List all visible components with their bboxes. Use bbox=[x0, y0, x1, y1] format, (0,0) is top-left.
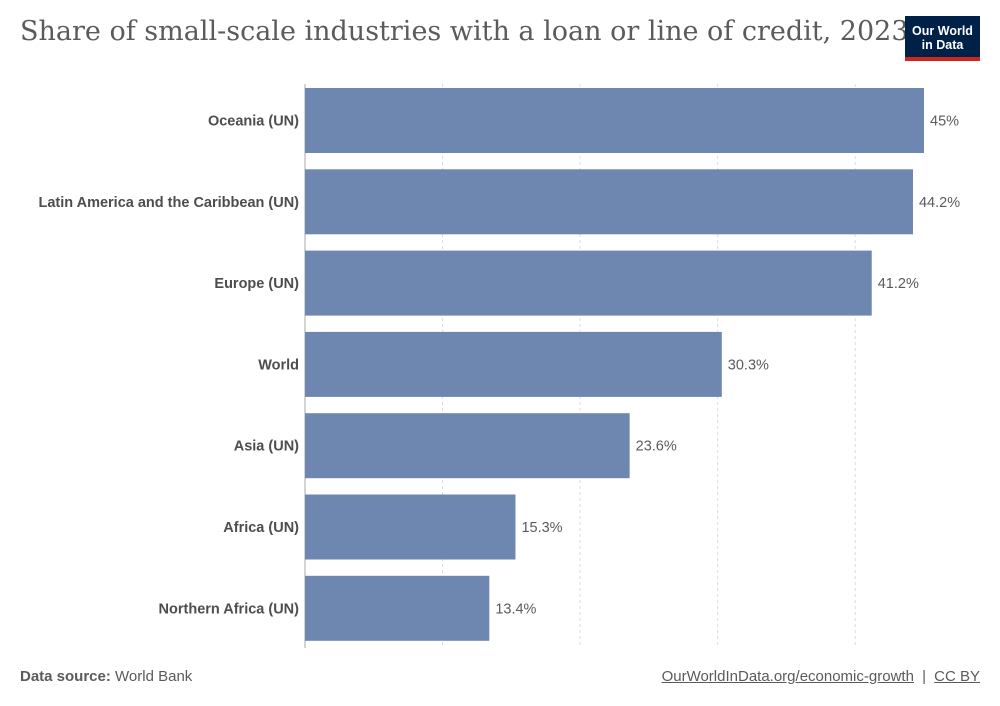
bar[interactable] bbox=[305, 413, 630, 479]
value-label: 23.6% bbox=[636, 439, 677, 455]
value-label: 15.3% bbox=[521, 520, 562, 536]
bar[interactable] bbox=[305, 88, 924, 153]
bar[interactable] bbox=[305, 494, 516, 560]
value-label: 41.2% bbox=[878, 276, 919, 292]
data-source: Data source: World Bank bbox=[20, 668, 192, 685]
bar[interactable] bbox=[305, 250, 872, 316]
chart-title: Share of small-scale industries with a l… bbox=[20, 16, 909, 47]
bar[interactable] bbox=[305, 575, 490, 641]
category-label: Oceania (UN) bbox=[208, 114, 299, 130]
category-label: Europe (UN) bbox=[214, 276, 299, 292]
footer-separator: | bbox=[922, 668, 926, 685]
label-layer: Oceania (UN) 45% Latin America and the Car… bbox=[38, 114, 960, 618]
value-label: 13.4% bbox=[495, 601, 536, 617]
bar[interactable] bbox=[305, 331, 722, 397]
category-label: World bbox=[258, 357, 299, 373]
owid-logo[interactable]: Our World in Data bbox=[905, 16, 980, 61]
data-source-value: World Bank bbox=[115, 668, 193, 685]
source-link[interactable]: OurWorldInData.org/economic-growth bbox=[661, 668, 914, 685]
category-label: Latin America and the Caribbean (UN) bbox=[38, 195, 299, 211]
value-label: 45% bbox=[930, 114, 959, 130]
data-source-label: Data source: bbox=[20, 668, 111, 685]
license-link[interactable]: CC BY bbox=[934, 668, 980, 685]
value-label: 30.3% bbox=[728, 357, 769, 373]
category-label: Northern Africa (UN) bbox=[159, 601, 300, 617]
logo-line-1: Our World bbox=[912, 24, 973, 38]
bar-layer bbox=[305, 88, 924, 641]
bar[interactable] bbox=[305, 169, 913, 235]
footer-links: OurWorldInData.org/economic-growth | CC … bbox=[662, 668, 980, 685]
category-label: Asia (UN) bbox=[234, 439, 299, 455]
logo-line-2: in Data bbox=[921, 38, 964, 52]
value-label: 44.2% bbox=[919, 195, 960, 211]
category-label: Africa (UN) bbox=[223, 520, 299, 536]
